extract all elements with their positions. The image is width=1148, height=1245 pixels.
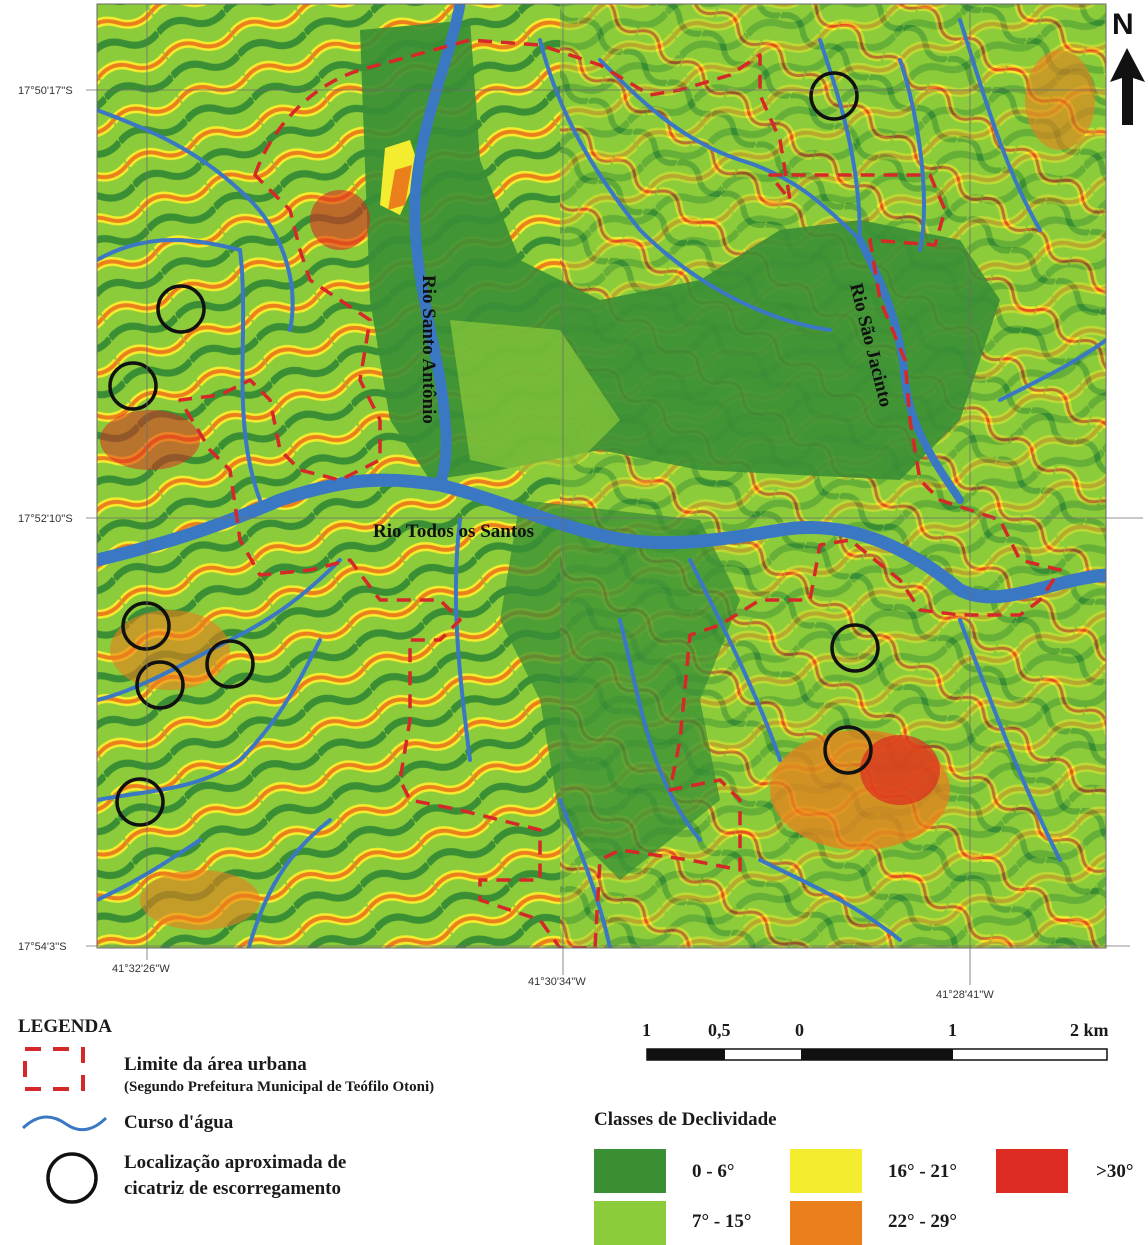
lat-label: 17°54'3''S bbox=[18, 941, 67, 953]
swatch-class-1 bbox=[594, 1149, 666, 1193]
steep-zone bbox=[100, 410, 200, 470]
steep-zone bbox=[860, 735, 940, 805]
legend-urban-limit: Limite da área urbana bbox=[124, 1054, 307, 1075]
class-label: 7° - 15° bbox=[692, 1211, 752, 1232]
north-arrow: N bbox=[1110, 8, 1145, 125]
scar-circle bbox=[809, 71, 859, 121]
steep-zone bbox=[110, 610, 230, 690]
scar-circle bbox=[135, 660, 185, 710]
north-arrow-icon bbox=[1110, 48, 1145, 125]
scar-circle bbox=[108, 361, 158, 411]
watercourse-icon bbox=[21, 1115, 108, 1132]
coordinate-grid bbox=[86, 4, 1143, 985]
scale-label: 0 bbox=[795, 1020, 804, 1040]
slope-map: Rio Santo Antônio Rio São Jacinto Rio To… bbox=[18, 3, 1145, 1000]
legend-scar-line2: cicatriz de escorregamento bbox=[124, 1178, 341, 1199]
scar-circle bbox=[115, 777, 165, 827]
legend-scar-line1: Localização aproximada de bbox=[124, 1152, 347, 1173]
swatch-class-2 bbox=[594, 1201, 666, 1245]
urban-limit bbox=[178, 38, 1062, 948]
lon-label: 41°32'26''W bbox=[112, 963, 170, 975]
class-label: 22° - 29° bbox=[888, 1211, 958, 1232]
north-label: N bbox=[1112, 8, 1134, 41]
lat-label: 17°50'17''S bbox=[18, 85, 73, 97]
scale-label: 2 km bbox=[1070, 1020, 1109, 1040]
swatch-class-3 bbox=[790, 1149, 862, 1193]
scar-circle bbox=[156, 284, 206, 334]
valley-central-south bbox=[500, 500, 740, 880]
steep-zone bbox=[310, 190, 370, 250]
scar-circle bbox=[121, 601, 171, 651]
lon-label: 41°30'34''W bbox=[528, 976, 586, 988]
scar-circle bbox=[823, 725, 873, 775]
swatch-class-5 bbox=[996, 1149, 1068, 1193]
landslide-scars bbox=[108, 71, 880, 827]
legend-title: LEGENDA bbox=[18, 1016, 112, 1037]
river-todos-os-santos bbox=[97, 473, 1106, 604]
map-frame bbox=[96, 3, 1107, 949]
scar-circle-icon bbox=[46, 1152, 98, 1204]
urban-limit-icon bbox=[23, 1047, 85, 1091]
legend-watercourse: Curso d'água bbox=[124, 1112, 234, 1133]
swatch-class-4 bbox=[790, 1201, 862, 1245]
steep-zone bbox=[388, 165, 412, 210]
label-rio-todos-os-santos: Rio Todos os Santos bbox=[373, 521, 534, 542]
scale-label: 1 bbox=[948, 1020, 957, 1040]
river-santo-antonio bbox=[409, 4, 466, 491]
class-label: >30° bbox=[1096, 1161, 1134, 1182]
lon-label: 41°28'41''W bbox=[936, 989, 994, 1000]
legend-urban-limit-source: (Segundo Prefeitura Municipal de Teófilo… bbox=[124, 1079, 435, 1095]
steep-zone bbox=[140, 870, 260, 930]
scar-circle bbox=[205, 639, 255, 689]
slope-classes-title: Classes de Declividade bbox=[594, 1109, 777, 1130]
scale-label: 0,5 bbox=[708, 1020, 731, 1040]
class-label: 16° - 21° bbox=[888, 1161, 958, 1182]
scar-circle bbox=[830, 623, 880, 673]
class-label: 0 - 6° bbox=[692, 1161, 735, 1182]
scale-bar bbox=[646, 1048, 1108, 1061]
scale-label: 1 bbox=[642, 1020, 651, 1040]
lowland-light bbox=[450, 320, 620, 480]
lat-label: 17°52'10''S bbox=[18, 513, 73, 525]
label-rio-santo-antonio: Rio Santo Antônio bbox=[418, 275, 439, 424]
steep-zone bbox=[1025, 50, 1095, 150]
